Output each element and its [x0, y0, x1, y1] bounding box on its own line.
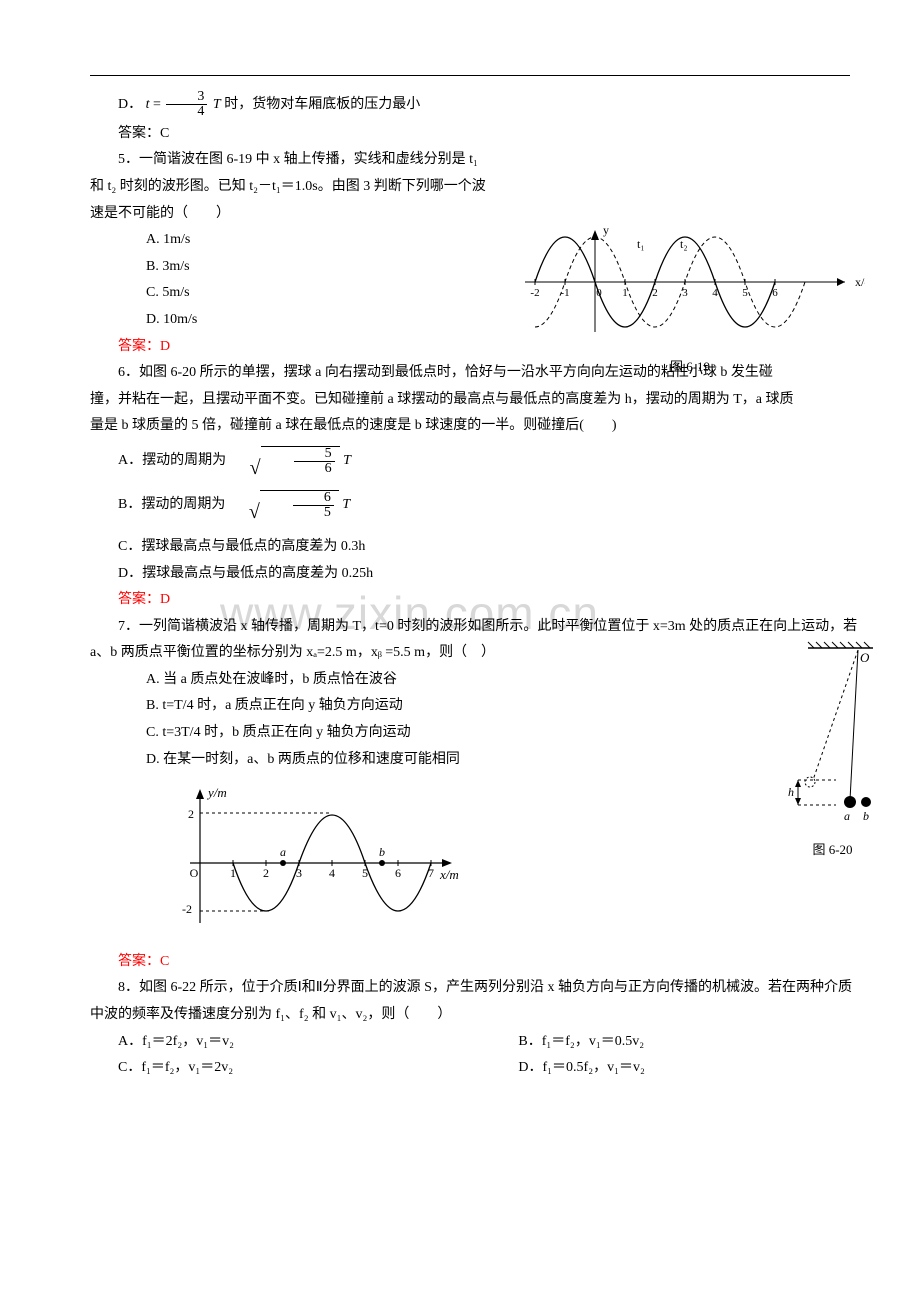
- svg-text:O: O: [860, 650, 870, 665]
- q4d-prefix: D．: [118, 97, 142, 112]
- q8-opt-c: C．f₁＝f₂，v₁＝2v₂: [90, 1055, 490, 1082]
- svg-text:-2: -2: [530, 287, 539, 299]
- page-top-rule: [90, 75, 850, 76]
- q8-opt-a: A．f₁＝2f₂，v₁＝v₂: [90, 1029, 490, 1056]
- svg-text:O: O: [190, 866, 199, 880]
- q4-option-d: D． t = 3 4 T 时，货物对车厢底板的压力最小: [90, 90, 860, 121]
- q6b-num: 6: [293, 491, 334, 506]
- svg-text:a: a: [844, 809, 850, 823]
- q6-answer: 答案：D: [90, 587, 860, 614]
- svg-text:x/cm: x/cm: [855, 275, 865, 289]
- figure-6-20: O h a b 图 6-20: [785, 640, 880, 862]
- figure-6-19: x/cm y -2-1 01 23 45 6: [510, 222, 870, 379]
- q6-opt-b: B．摆动的周期为 65 T: [90, 490, 860, 520]
- svg-text:y: y: [603, 223, 609, 237]
- q8-stem: 8．如图 6-22 所示，位于介质Ⅰ和Ⅱ分界面上的波源 S，产生两列分别沿 x …: [90, 975, 860, 1028]
- q7-opt-c: C. t=3T/4 时，b 质点正在向 y 轴负方向运动: [90, 720, 860, 747]
- q6-opt-a: A．摆动的周期为 56 T: [90, 446, 860, 476]
- q6a-sqrt: 56: [233, 446, 340, 476]
- wave-graph-q7: y/m x/m 2 -2 O 12 34 56 7 a: [170, 783, 470, 933]
- svg-text:2: 2: [263, 866, 269, 880]
- svg-text:a: a: [280, 845, 286, 859]
- q6b-sqrt: 65: [232, 490, 339, 520]
- svg-text:y/m: y/m: [206, 785, 227, 800]
- q6a-num: 5: [294, 447, 335, 462]
- q4d-den: 4: [166, 105, 207, 119]
- svg-text:h: h: [788, 785, 794, 799]
- q6b-t: T: [342, 497, 350, 512]
- q8-opt-b: B．f₁＝f₂，v₁＝0.5v₂: [490, 1029, 860, 1056]
- svg-text:-1: -1: [560, 287, 569, 299]
- q4-answer: 答案：C: [90, 121, 860, 148]
- q4d-post: 时，货物对车厢底板的压力最小: [224, 97, 420, 112]
- q7-answer: 答案：C: [90, 949, 860, 976]
- q5-stem: 5．一简谐波在图 6-19 中 x 轴上传播，实线和虚线分别是 t₁ 和 t₂ …: [90, 147, 490, 227]
- q7-opt-a: A. 当 a 质点处在波峰时，b 质点恰在波谷: [90, 667, 860, 694]
- svg-text:t₂: t₂: [680, 237, 688, 251]
- svg-text:t₁: t₁: [637, 237, 645, 251]
- page-content: D． t = 3 4 T 时，货物对车厢底板的压力最小 答案：C 5．一简谐波在…: [90, 90, 860, 1082]
- q7-opt-b: B. t=T/4 时，a 质点正在向 y 轴负方向运动: [90, 693, 860, 720]
- q8-opt-d: D．f₁＝0.5f₂，v₁＝v₂: [490, 1055, 860, 1082]
- q7-opt-d: D. 在某一时刻，a、b 两质点的位移和速度可能相同: [90, 747, 860, 774]
- svg-text:x/m: x/m: [439, 867, 459, 882]
- q6a-pre: A．摆动的周期为: [118, 453, 226, 468]
- q6-opt-d: D．摆球最高点与最低点的高度差为 0.25h: [90, 561, 860, 588]
- q4d-t: t: [146, 97, 150, 112]
- svg-text:-2: -2: [182, 902, 192, 916]
- figure-q7: y/m x/m 2 -2 O 12 34 56 7 a: [170, 783, 470, 944]
- q4d-eq: =: [153, 97, 164, 112]
- q4d-fraction: 3 4: [166, 90, 207, 119]
- svg-text:6: 6: [395, 866, 401, 880]
- q6-stem: 6．如图 6-20 所示的单摆，摆球 a 向右摆动到最低点时，恰好与一沿水平方向…: [90, 360, 800, 440]
- q8-row1: A．f₁＝2f₂，v₁＝v₂ B．f₁＝f₂，v₁＝0.5v₂: [90, 1029, 860, 1056]
- svg-text:2: 2: [188, 807, 194, 821]
- svg-text:b: b: [863, 809, 869, 823]
- q6b-den: 5: [293, 506, 334, 520]
- svg-text:4: 4: [329, 866, 335, 880]
- fig-620-caption: 图 6-20: [785, 838, 880, 863]
- q6-opt-c: C．摆球最高点与最低点的高度差为 0.3h: [90, 534, 860, 561]
- q4d-big-t: T: [213, 97, 221, 112]
- q8-row2: C．f₁＝f₂，v₁＝2v₂ D．f₁＝0.5f₂，v₁＝v₂: [90, 1055, 860, 1082]
- svg-text:b: b: [379, 845, 385, 859]
- q6a-den: 6: [294, 462, 335, 476]
- q7-stem: 7．一列简谐横波沿 x 轴传播，周期为 T，t=0 时刻的波形如图所示。此时平衡…: [90, 614, 860, 667]
- q6b-pre: B．摆动的周期为: [118, 497, 225, 512]
- q6a-t: T: [343, 453, 351, 468]
- pendulum-diagram: O h a b: [788, 640, 878, 825]
- wave-graph-619: x/cm y -2-1 01 23 45 6: [515, 222, 865, 342]
- q4d-num: 3: [166, 90, 207, 105]
